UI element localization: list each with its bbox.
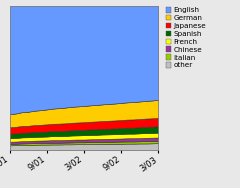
Legend: English, German, Japanese, Spanish, French, Chinese, Italian, other: English, German, Japanese, Spanish, Fren… xyxy=(165,6,207,69)
